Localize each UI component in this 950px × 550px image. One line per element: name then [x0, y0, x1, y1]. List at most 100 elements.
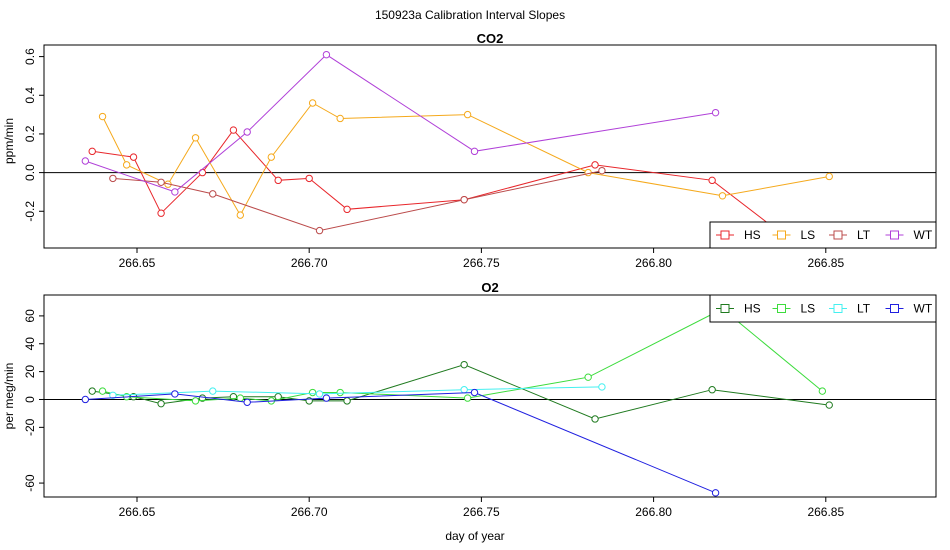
co2-data-point	[274, 176, 282, 185]
co2-series-lt	[109, 166, 606, 235]
o2-data-point	[708, 386, 716, 394]
co2-legend-swatch-marker	[720, 230, 730, 240]
co2-legend-swatch-marker	[890, 230, 899, 240]
co2-data-point	[171, 188, 179, 196]
o2-data-point	[209, 387, 217, 395]
o2-data-point	[98, 387, 107, 395]
co2-data-point	[470, 147, 479, 156]
o2-data-point	[236, 394, 245, 402]
o2-y-axis-label: per meg/min	[2, 363, 16, 430]
co2-data-point	[711, 108, 720, 117]
co2-series-wt	[81, 50, 720, 196]
o2-y-tick-label: 60	[23, 309, 37, 323]
co2-legend-label-wt: WT	[914, 228, 933, 242]
o2-data-point	[81, 395, 90, 404]
o2-legend-swatch-marker	[833, 304, 843, 313]
o2-data-point	[243, 398, 251, 406]
o2-y-tick-label: -60	[23, 474, 37, 492]
o2-y-tick-label: 40	[23, 337, 37, 351]
co2-data-point	[322, 50, 331, 59]
o2-x-tick-label: 266.70	[291, 505, 328, 519]
co2-data-point	[460, 195, 468, 204]
o2-data-point	[315, 390, 324, 398]
co2-legend-label-hs: HS	[744, 228, 761, 242]
o2-series-wt	[81, 388, 720, 497]
co2-series-line-hs	[92, 129, 778, 231]
co2-y-tick-label: 0.2	[23, 125, 37, 142]
co2-data-point	[88, 147, 96, 156]
co2-data-point	[343, 205, 351, 214]
co2-legend-label-lt: LT	[857, 228, 871, 242]
co2-data-point	[336, 114, 344, 123]
o2-data-point	[825, 401, 833, 409]
co2-data-point	[109, 174, 117, 183]
o2-y-tick-label: 0	[23, 396, 37, 403]
o2-legend-label-lt: LT	[857, 302, 871, 316]
co2-series-line-lt	[112, 170, 603, 232]
co2-data-point	[825, 172, 833, 181]
co2-x-tick-label: 266.85	[807, 256, 844, 270]
o2-data-point	[157, 399, 165, 408]
co2-data-point	[463, 110, 472, 119]
co2-y-tick-label: 0.4	[23, 87, 37, 104]
co2-x-tick-label: 266.70	[291, 256, 328, 270]
o2-data-point	[591, 415, 599, 423]
co2-data-point	[267, 153, 276, 161]
o2-series-hs	[88, 360, 833, 423]
o2-series-line-wt	[85, 391, 716, 494]
co2-panel-title: CO2	[477, 31, 504, 46]
co2-plot-frame	[43, 44, 937, 249]
o2-legend-swatch-marker	[720, 304, 730, 313]
o2-data-point	[308, 388, 317, 397]
o2-data-point	[463, 394, 472, 402]
co2-data-point	[591, 161, 599, 169]
co2-data-point	[243, 128, 251, 136]
o2-series-line-hs	[92, 364, 830, 420]
o2-data-point	[470, 388, 479, 397]
o2-data-point	[460, 386, 468, 394]
co2-data-point	[305, 174, 313, 183]
co2-data-point	[584, 168, 592, 177]
co2-legend: HS LS LT WT	[709, 221, 937, 249]
figure-title: 150923a Calibration Interval Slopes	[375, 8, 565, 22]
co2-data-point	[191, 134, 200, 142]
o2-data-point	[818, 387, 827, 395]
o2-y-tick-label: 20	[23, 365, 37, 379]
o2-x-tick-label: 266.75	[463, 505, 500, 519]
co2-data-point	[81, 157, 90, 165]
co2-data-point	[209, 190, 217, 198]
co2-y-tick-label: 0.6	[23, 48, 37, 65]
co2-data-point	[236, 211, 245, 219]
co2-data-point	[315, 226, 324, 235]
co2-x-tick-label: 266.80	[635, 256, 672, 270]
co2-legend-swatch-marker	[777, 230, 786, 240]
co2-y-tick-label: 0.0	[23, 164, 37, 181]
o2-y-tick-label: -20	[23, 418, 37, 436]
o2-data-point	[171, 390, 179, 398]
co2-panel: CO2 ppm/min 266.65 266.70 266.75 266.80 266.…	[2, 31, 937, 270]
o2-data-point	[343, 397, 351, 405]
o2-x-tick-label: 266.80	[635, 505, 672, 519]
co2-data-point	[718, 192, 727, 200]
co2-data-point	[122, 161, 131, 169]
co2-data-point	[98, 112, 107, 121]
co2-data-point	[157, 209, 165, 217]
o2-panel: O2 per meg/min 266.65 266.70 266.75 266.80 2…	[2, 280, 937, 519]
co2-data-point	[157, 178, 165, 186]
co2-y-tick-label: -0.2	[23, 201, 37, 222]
x-axis-label: day of year	[445, 529, 504, 543]
o2-data-point	[598, 383, 606, 391]
o2-data-point	[711, 489, 720, 497]
o2-x-tick-label: 266.85	[807, 505, 844, 519]
o2-data-point	[322, 394, 331, 402]
o2-data-point	[460, 360, 468, 369]
co2-data-point	[308, 99, 317, 107]
o2-legend-label-ls: LS	[801, 302, 816, 316]
co2-data-point	[129, 153, 138, 161]
o2-data-point	[88, 387, 96, 395]
co2-legend-label-ls: LS	[801, 228, 816, 242]
co2-legend-swatch-marker	[833, 230, 843, 240]
co2-x-tick-label: 266.75	[463, 256, 500, 270]
o2-x-tick-label: 266.65	[119, 505, 156, 519]
